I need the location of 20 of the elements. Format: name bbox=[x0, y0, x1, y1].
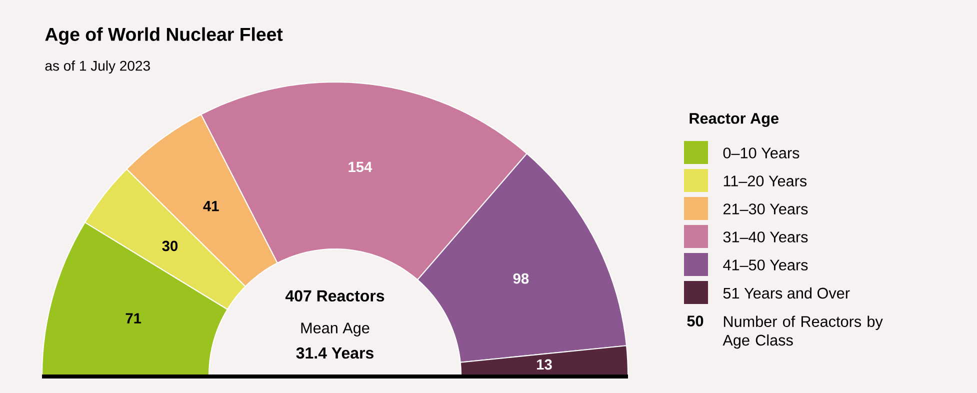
legend-label: 51 Years and Over bbox=[723, 287, 850, 299]
chart-subtitle: as of 1 July 2023 bbox=[45, 60, 150, 74]
legend-label: 41–50 Years bbox=[723, 260, 808, 270]
legend-title: Reactor Age bbox=[690, 113, 778, 127]
text: 407 Reactors bbox=[285, 290, 384, 302]
data-label: 154 bbox=[348, 162, 372, 172]
data-label: 30 bbox=[162, 240, 178, 252]
text: Number of Reactors by Age Class bbox=[722, 316, 883, 349]
legend-label: 0–10 Years bbox=[723, 148, 800, 158]
data-label: 41 bbox=[203, 201, 219, 212]
data-label: 98 bbox=[513, 273, 529, 284]
legend-label: 21–30 Years bbox=[723, 204, 808, 214]
data-label: 71 bbox=[126, 313, 142, 324]
text: Mean Age bbox=[301, 322, 370, 336]
legend-label: 31–40 Years bbox=[723, 232, 808, 242]
text: 31.4 Years bbox=[296, 347, 374, 359]
data-label: 13 bbox=[537, 359, 552, 370]
text: 50 bbox=[687, 316, 704, 326]
chart-title: Age of World Nuclear Fleet bbox=[45, 27, 283, 45]
legend-label: 11–20 Years bbox=[724, 176, 807, 186]
